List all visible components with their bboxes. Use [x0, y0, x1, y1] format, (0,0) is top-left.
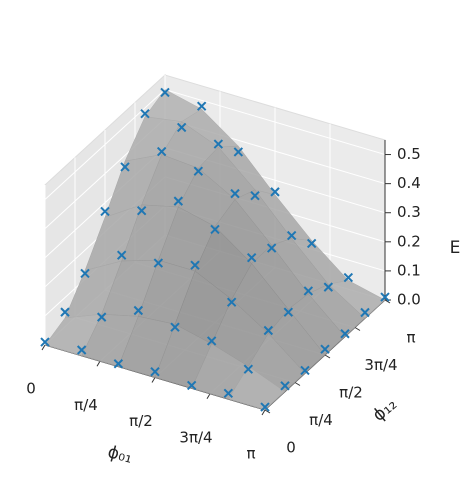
scatter-marker — [320, 344, 330, 354]
scatter-marker — [156, 146, 167, 157]
scatter-marker — [380, 292, 390, 302]
z-tick-label: 0.3 — [397, 203, 421, 221]
scatter-marker — [250, 190, 260, 201]
scatter-marker — [170, 322, 180, 332]
surface-face — [227, 365, 286, 411]
z-tick-label: 0.4 — [397, 174, 421, 192]
x-tick — [151, 377, 156, 383]
z-tick-label: 0.1 — [397, 261, 421, 279]
scatter-marker — [96, 312, 107, 322]
scatter-marker — [40, 337, 50, 347]
scatter-marker — [186, 380, 197, 391]
scatter-marker — [100, 206, 110, 217]
scatter-marker — [243, 364, 254, 374]
x-tick-label: π — [246, 445, 255, 463]
scatter-marker — [206, 336, 217, 346]
y-tick — [324, 354, 331, 359]
scatter-marker — [153, 258, 164, 268]
scatter-marker — [360, 307, 370, 318]
y-tick-label: 3π/4 — [364, 356, 397, 374]
grid-line — [164, 89, 386, 156]
y-tick-label: π/2 — [339, 384, 363, 402]
scatter-marker — [133, 305, 144, 316]
y-axis-label: ϕ₁₂ — [369, 394, 401, 425]
scatter-marker — [266, 243, 277, 253]
scatter-marker — [246, 252, 257, 263]
scatter-marker — [76, 345, 87, 355]
y-tick — [294, 382, 301, 386]
scatter-marker — [223, 388, 234, 399]
z-tick-label: 0.0 — [397, 291, 421, 309]
scatter-marker — [113, 359, 124, 369]
scatter-marker — [160, 87, 170, 98]
scatter-marker — [226, 297, 237, 307]
scatter-marker — [116, 250, 127, 260]
scatter-marker — [213, 139, 224, 149]
scatter-marker — [263, 325, 274, 336]
scatter-marker — [140, 108, 150, 119]
z-tick-label: 0.5 — [397, 145, 421, 163]
scatter-marker — [230, 188, 240, 199]
scatter-marker — [300, 365, 310, 376]
scatter-marker — [283, 307, 294, 317]
x-tick-label: 3π/4 — [179, 428, 212, 446]
scatter-marker — [190, 260, 200, 270]
scatter-marker — [303, 286, 314, 296]
y-tick-label: π/4 — [309, 411, 333, 429]
grid-line — [44, 89, 166, 200]
scatter-marker — [193, 166, 204, 176]
scatter-marker — [150, 366, 160, 377]
y-tick — [354, 327, 361, 331]
z-tick-label: 0.2 — [397, 232, 421, 250]
y-tick-label: 0 — [286, 439, 296, 457]
y-tick-label: π — [406, 329, 415, 347]
x-tick — [96, 360, 101, 367]
scatter-marker — [260, 402, 270, 412]
scatter-marker — [196, 101, 207, 111]
scatter-marker — [210, 224, 220, 235]
x-tick-label: 0 — [26, 380, 36, 398]
x-tick-label: π/4 — [74, 396, 98, 414]
scatter-marker — [286, 230, 297, 241]
scatter-marker — [323, 282, 334, 292]
y-tick — [264, 409, 271, 414]
scatter-marker — [233, 147, 244, 157]
scatter-marker — [120, 162, 130, 172]
scatter-marker — [60, 307, 70, 317]
z-axis-label: E — [450, 238, 461, 258]
x-tick-label: π/2 — [129, 412, 153, 430]
scatter-marker — [343, 272, 354, 283]
scatter-marker — [80, 268, 90, 279]
scatter-marker — [340, 329, 350, 339]
scatter-marker — [136, 205, 147, 216]
scatter-marker — [280, 381, 290, 391]
x-tick — [41, 344, 46, 351]
x-axis-label: ϕ₀₁ — [105, 442, 134, 468]
x-tick — [261, 409, 266, 416]
scatter-marker — [176, 122, 187, 133]
scatter-marker — [173, 196, 184, 206]
scatter-marker — [270, 187, 280, 197]
x-tick — [206, 393, 211, 400]
scatter-marker — [306, 238, 317, 249]
